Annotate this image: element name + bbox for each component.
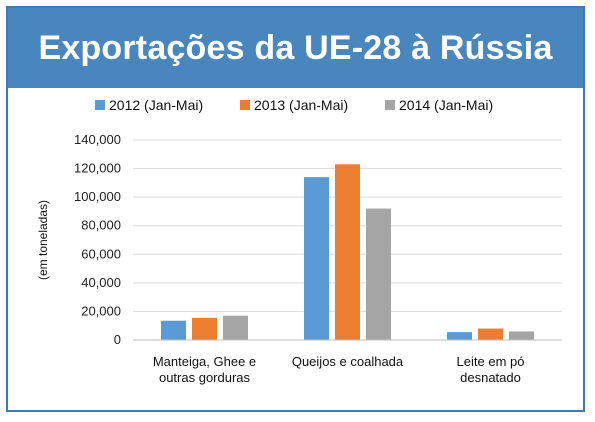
bar xyxy=(366,208,391,340)
bar xyxy=(447,332,472,340)
y-tick-label: 20,000 xyxy=(81,303,121,318)
legend-label: 2014 (Jan-Mai) xyxy=(399,97,493,113)
category-label: outras gorduras xyxy=(159,370,251,385)
y-tick-label: 140,000 xyxy=(74,132,121,147)
y-tick-label: 120,000 xyxy=(74,161,121,176)
legend-swatch xyxy=(95,100,105,110)
bar xyxy=(192,317,217,340)
y-tick-label: 60,000 xyxy=(81,246,121,261)
chart-title: Exportações da UE-28 à Rússia xyxy=(8,8,583,88)
chart-frame: Exportações da UE-28 à Rússia xyxy=(6,6,585,412)
legend-swatch xyxy=(240,100,250,110)
bar xyxy=(223,315,248,340)
y-tick-label: 0 xyxy=(114,332,121,347)
y-axis-title: (em toneladas) xyxy=(36,200,50,280)
bar xyxy=(509,331,534,340)
bar xyxy=(161,320,186,340)
category-label: Manteiga, Ghee e xyxy=(153,354,256,369)
category-label: Queijos e coalhada xyxy=(292,354,404,369)
category-label: desnatado xyxy=(460,370,521,385)
y-tick-label: 40,000 xyxy=(81,275,121,290)
y-tick-label: 80,000 xyxy=(81,218,121,233)
bar xyxy=(478,328,503,340)
category-label: Leite em pó xyxy=(457,354,525,369)
y-tick-label: 100,000 xyxy=(74,189,121,204)
bar xyxy=(304,177,329,340)
legend-label: 2013 (Jan-Mai) xyxy=(254,97,348,113)
legend-label: 2012 (Jan-Mai) xyxy=(109,97,203,113)
bar xyxy=(335,164,360,340)
legend-swatch xyxy=(385,100,395,110)
